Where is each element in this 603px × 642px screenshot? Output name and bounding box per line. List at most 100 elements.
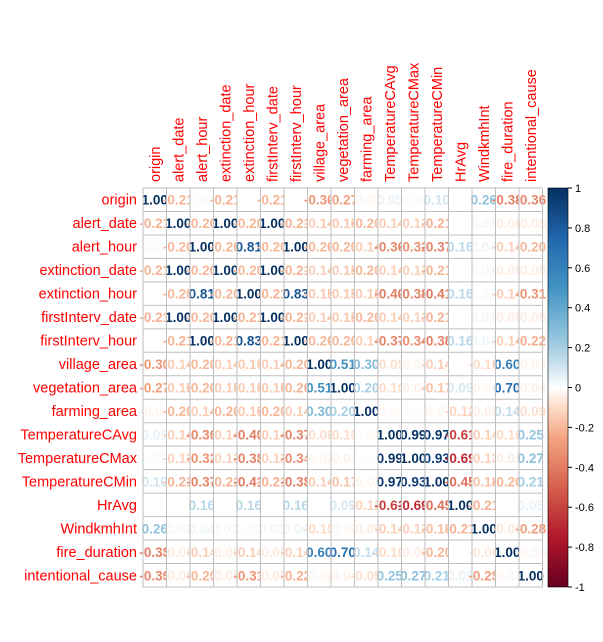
- cell-value: -0.03: [304, 451, 335, 466]
- cell-value: -0.05: [515, 310, 546, 325]
- cell-bg: [354, 446, 378, 470]
- cell-bg: [260, 281, 284, 306]
- cell-value: -0.20: [280, 380, 311, 395]
- cell-value: -0.20: [492, 474, 523, 489]
- column-label-TemperatureCMin: TemperatureCMin: [430, 67, 446, 182]
- row-label-alert_date: alert_date: [73, 216, 138, 232]
- correlation-cells: 1.00-0.210.02-0.210.00-0.210.00-0.30-0.2…: [139, 188, 547, 587]
- cell-bg: [425, 563, 449, 587]
- cell-value: -0.13: [398, 310, 429, 325]
- cell-value: 0.03: [471, 263, 498, 278]
- cell-bg: [354, 211, 378, 235]
- cell-bg: [213, 375, 237, 400]
- column-label-village_area: village_area: [312, 103, 328, 182]
- cell-value: -0.15: [327, 216, 358, 231]
- cell-value: -0.05: [163, 568, 194, 583]
- cell-value: 0.00: [259, 498, 285, 513]
- cell-bg: [425, 188, 449, 212]
- cell-bg: [331, 188, 355, 212]
- cell-bg: [213, 399, 237, 423]
- colorbar-tick-label: 0.8: [575, 223, 590, 235]
- cell-value: 0.03: [259, 521, 286, 536]
- cell-value: 0.05: [377, 193, 404, 208]
- cell-bg: [378, 234, 402, 259]
- cell-bg: [472, 305, 496, 329]
- cell-bg: [260, 234, 284, 259]
- cell-value: -0.14: [374, 310, 405, 325]
- cell-bg: [284, 211, 308, 235]
- cell-value: -0.06: [492, 521, 523, 536]
- cell-value: 0.70: [330, 545, 356, 560]
- cell-value: -0.10: [327, 427, 358, 442]
- cell-value: -0.14: [186, 404, 217, 419]
- cell-bg: [425, 469, 449, 494]
- cell-value: -0.14: [374, 263, 405, 278]
- cell-bg: [472, 188, 496, 212]
- cell-bg: [495, 493, 519, 517]
- cell-value: 0.99: [400, 427, 426, 442]
- cell-value: -0.36: [139, 568, 170, 583]
- cell-bg: [237, 469, 261, 494]
- cell-bg: [472, 446, 496, 470]
- cell-value: -0.36: [186, 427, 217, 442]
- cell-bg: [143, 446, 167, 470]
- cell-value: 0.00: [447, 263, 473, 278]
- cell-bg: [401, 422, 425, 447]
- cell-value: -0.14: [233, 545, 264, 560]
- cell-bg: [378, 540, 402, 564]
- cell-bg: [213, 516, 237, 541]
- cell-bg: [307, 516, 331, 541]
- cell-value: 0.27: [518, 451, 544, 466]
- row-labels: origin alert_date alert_hour extinction_dat…: [18, 193, 138, 585]
- cell-value: 0.00: [142, 498, 168, 513]
- cell-value: 1.00: [283, 240, 309, 255]
- cell-value: -0.21: [163, 334, 194, 349]
- column-label-intentional_cause: intentional_cause: [524, 69, 540, 182]
- cell-bg: [331, 305, 355, 329]
- cell-value: 0.09: [330, 498, 356, 513]
- column-label-TemperatureCMax: TemperatureCMax: [406, 62, 422, 182]
- cell-value: 1.00: [142, 193, 168, 208]
- cell-value: -0.03: [421, 404, 452, 419]
- cell-bg: [260, 305, 284, 329]
- cell-value: 0.04: [471, 240, 498, 255]
- cell-bg: [284, 188, 308, 212]
- cell-bg: [213, 258, 237, 282]
- cell-value: 0.70: [494, 380, 520, 395]
- cell-bg: [260, 469, 284, 494]
- cell-bg: [519, 375, 543, 400]
- cell-bg: [519, 516, 543, 541]
- cell-bg: [354, 422, 378, 447]
- cell-bg: [425, 399, 449, 423]
- cell-bg: [237, 493, 261, 517]
- cell-value: -0.13: [257, 451, 288, 466]
- cell-value: 0.81: [236, 240, 263, 255]
- cell-bg: [143, 516, 167, 541]
- cell-bg: [307, 305, 331, 329]
- cell-bg: [472, 540, 496, 564]
- cell-value: -0.20: [163, 404, 194, 419]
- column-label-extinction_hour: extinction_hour: [242, 83, 258, 182]
- cell-bg: [378, 516, 402, 541]
- row-label-HrAvg: HrAvg: [97, 498, 137, 514]
- column-label-extinction_date: extinction_date: [218, 84, 234, 182]
- cell-value: -0.20: [280, 357, 311, 372]
- cell-value: 0.97: [424, 427, 450, 442]
- cell-value: -0.45: [421, 498, 452, 513]
- cell-bg: [425, 493, 449, 517]
- cell-bg: [401, 188, 425, 212]
- cell-value: -0.03: [351, 474, 382, 489]
- cell-value: -0.38: [139, 545, 170, 560]
- cell-bg: [495, 375, 519, 400]
- cell-bg: [213, 328, 237, 353]
- cell-bg: [307, 258, 331, 282]
- colorbar-tick-label: -0.4: [575, 462, 594, 474]
- cell-bg: [260, 211, 284, 235]
- column-label-WindkmhInt: WindkmhInt: [477, 105, 493, 182]
- cell-value: -0.14: [304, 474, 335, 489]
- cell-value: -0.10: [374, 545, 405, 560]
- cell-bg: [237, 446, 261, 470]
- cell-value: -0.14: [374, 216, 405, 231]
- cell-value: 0.00: [283, 193, 309, 208]
- cell-value: -0.05: [257, 568, 288, 583]
